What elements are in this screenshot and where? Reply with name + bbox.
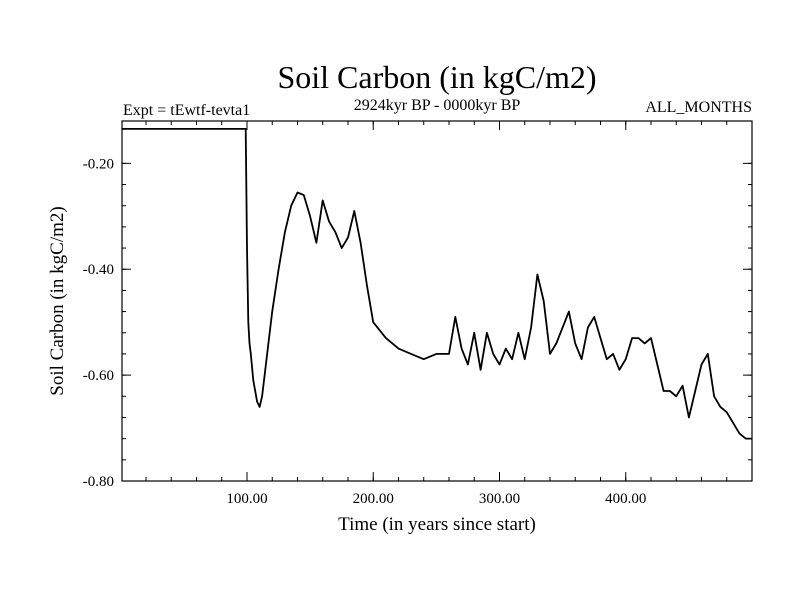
x-tick-label: 100.00 (226, 491, 267, 507)
months-label: ALL_MONTHS (645, 99, 752, 116)
experiment-label: Expt = tEwtf-tevta1 (123, 102, 250, 119)
x-tick-label: 300.00 (479, 491, 520, 507)
axis-ticks: 100.00 200.00 300.00 400.00 -0.20 -0.40 -0.60 -… (83, 121, 752, 507)
y-tick-label: -0.20 (83, 156, 114, 172)
y-tick-label: -0.80 (83, 474, 114, 490)
series-line-soil-carbon (122, 128, 752, 440)
chart-subtitle: 2924kyr BP - 0000kyr BP (354, 97, 521, 114)
chart-title: Soil Carbon (in kgC/m2) (277, 59, 596, 95)
x-tick-label: 200.00 (353, 491, 394, 507)
y-axis-label: Soil Carbon (in kgC/m2) (47, 206, 68, 395)
x-tick-label: 400.00 (605, 491, 646, 507)
y-tick-label: -0.60 (83, 368, 114, 384)
y-tick-label: -0.40 (83, 262, 114, 278)
plot-frame (121, 120, 753, 482)
x-axis-label: Time (in years since start) (338, 514, 536, 535)
